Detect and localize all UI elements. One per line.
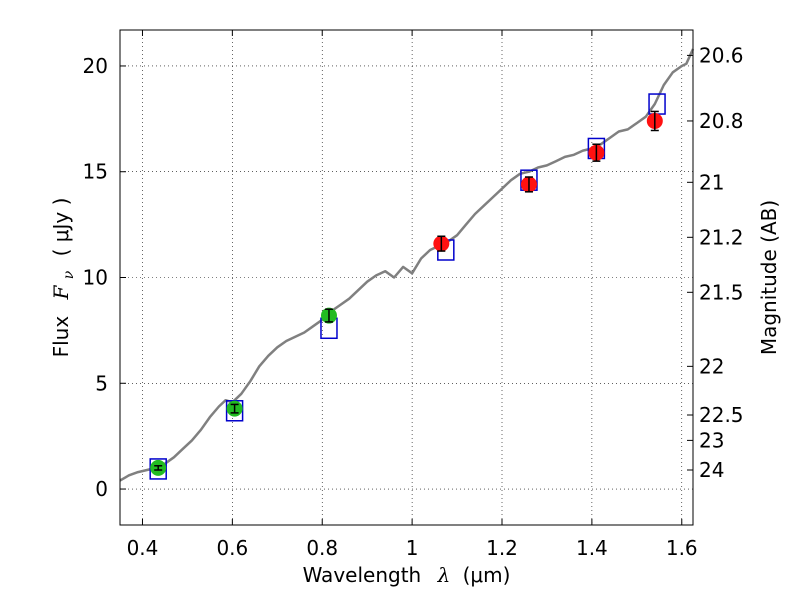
- x-axis-label-text: Wavelength: [303, 563, 422, 587]
- grid: [120, 30, 693, 525]
- y-tick-label: 15: [83, 160, 108, 184]
- y2-tick-label: 20.8: [699, 109, 744, 133]
- plot-frame: [119, 29, 694, 526]
- y-axis-label: Flux F ν ( μJy ): [49, 198, 78, 358]
- y2-tick-label: 21.2: [699, 225, 744, 249]
- y-axis-label-subscript: ν: [61, 270, 77, 279]
- y-tick-label: 0: [95, 477, 108, 501]
- axis-ticks: 0.4 0.6 0.8 1 1.2 1.4 1.6 0 5 10 15 20 20.6 20.8 21 21.…: [83, 30, 744, 560]
- y-axis-label-text: Flux: [49, 316, 73, 358]
- x-tick-label: 0.8: [306, 536, 338, 560]
- y2-tick-label: 23: [699, 428, 724, 452]
- x-axis-label-unit: (μm): [463, 563, 511, 587]
- y-axis-label-symbol: F: [49, 284, 73, 300]
- model-photometry-marker: [149, 458, 167, 480]
- y2-tick-label: 20.6: [699, 43, 744, 67]
- y2-tick-label: 21.5: [699, 280, 744, 304]
- x-tick-label: 1: [406, 536, 419, 560]
- y2-tick-label: 21: [699, 170, 724, 194]
- x-tick-label: 0.4: [127, 536, 159, 560]
- x-tick-label: 0.6: [216, 536, 248, 560]
- y2-tick-label: 24: [699, 458, 724, 482]
- y2-axis-label: Magnitude (AB): [757, 200, 781, 355]
- y-tick-label: 20: [83, 54, 108, 78]
- x-axis-label-symbol: λ: [437, 563, 451, 587]
- y2-tick-label: 22.5: [699, 403, 744, 427]
- plot-series: [119, 48, 695, 482]
- x-tick-label: 1.2: [486, 536, 518, 560]
- spectrum-line: [119, 48, 695, 482]
- y-tick-label: 5: [95, 371, 108, 395]
- y-tick-label: 10: [83, 266, 108, 290]
- x-tick-label: 1.6: [666, 536, 698, 560]
- y-axis-label-unit: ( μJy ): [49, 198, 73, 257]
- y2-tick-label: 22: [699, 354, 724, 378]
- x-tick-label: 1.4: [576, 536, 608, 560]
- x-axis-label: Wavelength λ (μm): [303, 563, 511, 587]
